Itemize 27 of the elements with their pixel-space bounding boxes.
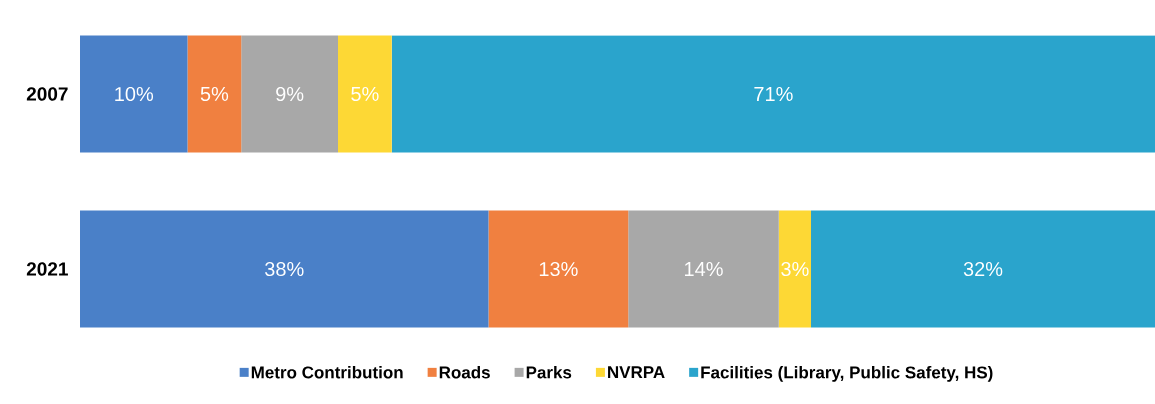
bar: [187, 35, 242, 153]
legend-label: Roads: [439, 365, 490, 379]
bar: [811, 210, 1155, 328]
legend-label: Facilities (Library, Public Safety, HS): [701, 365, 993, 382]
data-label: 32%: [963, 261, 1003, 277]
y-tick-label: 2007: [26, 87, 68, 101]
data-label: 9%: [276, 86, 304, 102]
data-label: 3%: [781, 261, 809, 277]
bar: [338, 35, 392, 153]
bar: [628, 210, 779, 328]
bar: [778, 210, 812, 328]
data-label: 5%: [351, 86, 379, 102]
bar: [488, 210, 629, 328]
data-label: 38%: [265, 261, 304, 277]
bar: [241, 35, 339, 153]
data-label: 13%: [539, 261, 578, 277]
y-tick-label: 2021: [26, 262, 68, 276]
bar: [80, 210, 489, 328]
data-label: 71%: [754, 87, 793, 101]
legend-label: Parks: [526, 365, 572, 379]
bar: [80, 35, 188, 153]
legend-label: NVRPA: [608, 366, 665, 378]
data-label: 5%: [200, 86, 229, 102]
data-label: 10%: [115, 86, 154, 102]
bar: [391, 35, 1155, 153]
data-label: 14%: [685, 262, 723, 276]
legend-label: Metro Contribution: [251, 365, 403, 379]
